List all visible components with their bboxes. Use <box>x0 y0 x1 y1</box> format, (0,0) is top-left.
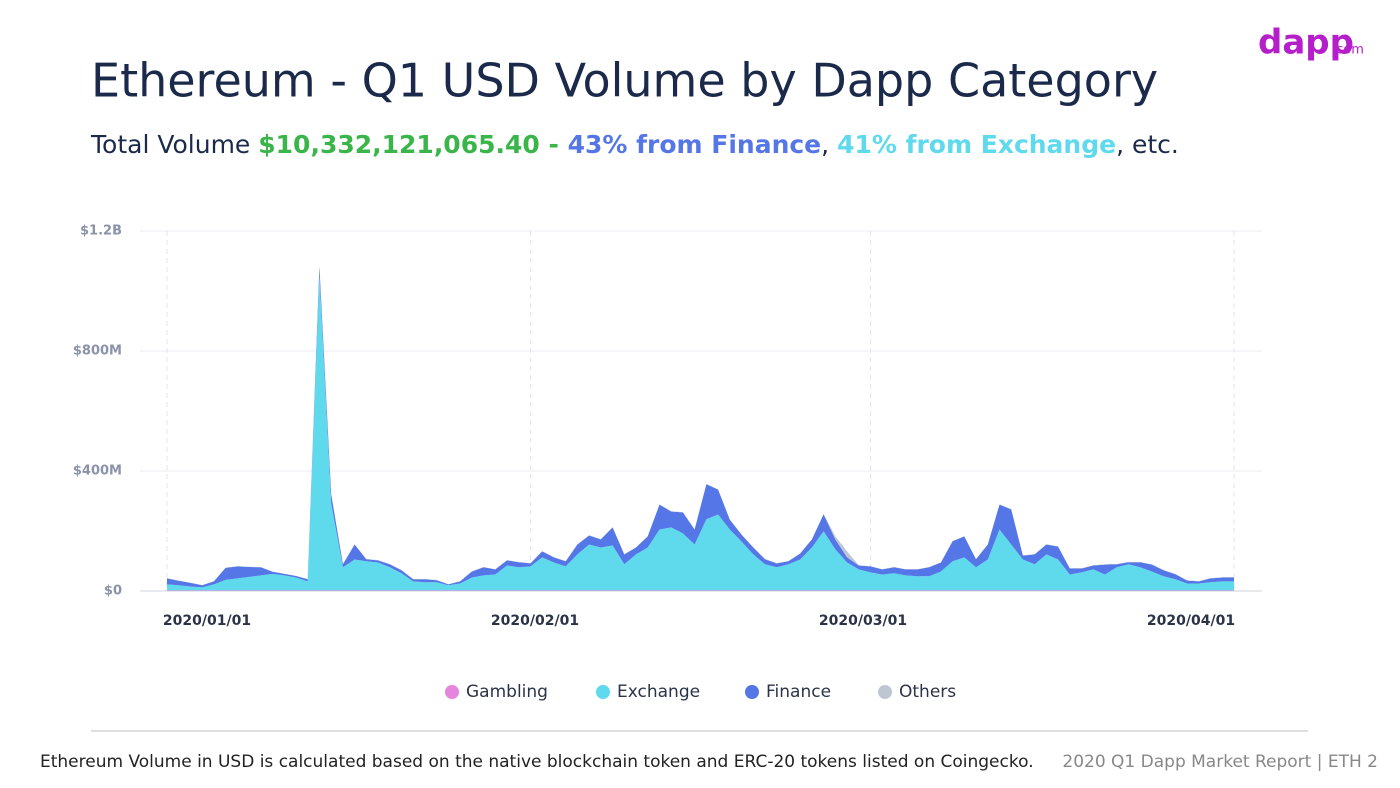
y-tick-label: $0 <box>104 584 122 599</box>
subtitle-part: , etc. <box>1116 130 1179 159</box>
x-tick-label: 2020/02/01 <box>491 613 579 629</box>
y-tick-label: $800M <box>73 344 122 359</box>
y-tick-label: $400M <box>73 464 122 479</box>
legend-marker <box>745 685 759 699</box>
logo: dapp <box>1258 23 1354 63</box>
subtitle-exchange: 41% from Exchange <box>837 130 1116 159</box>
y-tick-label: $1.2B <box>80 224 122 239</box>
legend-label: Others <box>899 682 956 702</box>
subtitle-part: , <box>821 130 837 159</box>
legend-marker <box>878 685 892 699</box>
x-tick-label: 2020/03/01 <box>819 613 907 629</box>
area <box>167 275 1234 591</box>
legend-label: Finance <box>766 682 831 702</box>
chart-title: Ethereum - Q1 USD Volume by Dapp Categor… <box>91 54 1158 108</box>
x-tick-label: 2020/04/01 <box>1147 613 1235 629</box>
legend-label: Exchange <box>617 682 700 702</box>
logo-suffix: .com <box>1332 43 1364 58</box>
plot: $0 $400M $800M $1.2B 2020/01/01 2020/02/01 202… <box>73 224 1262 702</box>
legend-marker <box>445 685 459 699</box>
subtitle-finance: 43% from Finance <box>568 130 822 159</box>
chart-subtitle: Total Volume $10,332,121,065.40 - 43% fr… <box>90 130 1179 159</box>
area <box>167 266 1234 588</box>
footnote: Ethereum Volume in USD is calculated bas… <box>40 752 1034 772</box>
x-tick-label: 2020/01/01 <box>163 613 251 629</box>
area <box>167 590 1234 591</box>
legend-label: Gambling <box>466 682 548 702</box>
subtitle-total: $10,332,121,065.40 - <box>258 130 567 159</box>
report-label: 2020 Q1 Dapp Market Report | ETH 2 <box>1062 752 1378 772</box>
subtitle-part: Total Volume <box>90 130 258 159</box>
legend-marker <box>596 685 610 699</box>
